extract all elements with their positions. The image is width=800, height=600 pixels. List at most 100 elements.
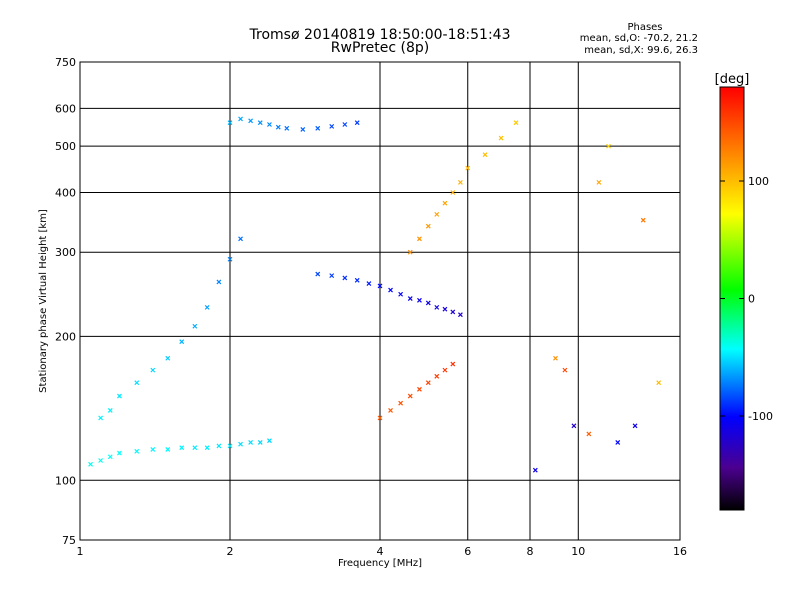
x-axis-label: Frequency [MHz] — [338, 558, 422, 569]
data-point — [150, 447, 156, 452]
colorbar-label: [deg] — [715, 72, 750, 87]
data-point — [632, 423, 638, 429]
data-point — [267, 438, 272, 444]
data-point — [315, 125, 321, 131]
gridlines — [80, 62, 680, 540]
data-point — [329, 273, 335, 279]
data-point — [342, 122, 348, 127]
data-point — [434, 373, 440, 379]
data-point — [216, 279, 222, 285]
data-point — [450, 361, 456, 367]
data-point — [98, 415, 104, 421]
data-point — [457, 179, 463, 185]
data-point — [329, 123, 335, 129]
y-tick-label: 100 — [55, 474, 76, 487]
data-point — [257, 440, 263, 445]
data-point — [179, 445, 185, 451]
data-point — [238, 116, 243, 122]
x-tick-label: 4 — [377, 545, 384, 558]
x-tick-label: 1 — [77, 545, 84, 558]
x-tick-label: 2 — [227, 545, 234, 558]
y-tick-label: 75 — [62, 534, 76, 547]
data-point — [407, 249, 413, 255]
data-point — [134, 448, 140, 454]
data-point — [417, 386, 422, 392]
x-tick-label: 10 — [571, 545, 585, 558]
data-point — [596, 179, 602, 185]
phases-heading: Phases — [627, 22, 663, 33]
data-point — [117, 393, 122, 399]
data-point — [216, 443, 222, 449]
data-point — [640, 217, 646, 223]
chart-title: Tromsø 20140819 18:50:00-18:51:43 — [249, 27, 511, 43]
y-tick-label: 200 — [55, 330, 76, 343]
colorbar-ticks: 100 0 -100 — [720, 175, 773, 423]
data-point — [388, 287, 393, 293]
data-point — [586, 431, 592, 437]
data-point — [532, 467, 538, 473]
data-point — [482, 152, 488, 158]
data-point — [300, 127, 306, 132]
data-point — [150, 367, 156, 373]
data-point — [192, 323, 198, 329]
data-point — [192, 445, 198, 451]
data-point — [656, 380, 662, 386]
x-tick-label: 16 — [673, 545, 687, 558]
phase-o-stats: mean, sd,O: -70.2, 21.2 — [579, 33, 698, 44]
data-point — [227, 120, 233, 126]
data-point — [342, 275, 348, 281]
data-point — [450, 190, 456, 195]
data-point — [238, 236, 243, 242]
data-point — [107, 408, 113, 413]
data-point — [450, 309, 456, 315]
data-point — [442, 306, 448, 312]
y-axis-label: Stationary phase Virtual Height [km] — [38, 209, 49, 393]
data-point — [615, 440, 621, 445]
data-point — [117, 450, 122, 456]
data-point — [354, 277, 360, 283]
data-point — [267, 122, 272, 127]
data-point — [257, 120, 263, 126]
data-point — [417, 297, 422, 303]
y-tick-label: 400 — [55, 186, 76, 199]
data-point — [425, 300, 431, 306]
colorbar-tick-label: -100 — [748, 410, 773, 423]
data-point — [442, 367, 448, 373]
data-point — [248, 440, 254, 445]
data-point — [134, 380, 140, 386]
data-point — [284, 125, 290, 131]
y-tick-label: 300 — [55, 246, 76, 259]
data-point — [165, 447, 171, 452]
colorbar-tick-label: 0 — [748, 293, 755, 306]
data-point — [227, 443, 233, 449]
colorbar-tick-label: 100 — [748, 175, 769, 188]
data-point — [553, 355, 558, 361]
data-point — [442, 200, 448, 206]
data-point — [434, 211, 440, 217]
data-point — [425, 223, 431, 229]
data-point — [571, 423, 577, 429]
data-point — [248, 118, 254, 124]
data-point — [398, 400, 404, 406]
data-point — [366, 281, 372, 286]
data-point — [238, 441, 243, 447]
data-point — [315, 271, 321, 277]
data-point — [354, 120, 360, 126]
data-point — [107, 454, 113, 460]
data-point — [407, 296, 413, 301]
data-point — [513, 120, 519, 126]
data-point — [407, 393, 413, 399]
y-tick-label: 500 — [55, 140, 76, 153]
data-point — [204, 445, 210, 451]
data-points — [88, 116, 662, 473]
phase-x-stats: mean, sd,X: 99.6, 26.3 — [584, 45, 698, 56]
data-point — [377, 283, 383, 289]
data-point — [606, 143, 611, 149]
data-point — [388, 408, 393, 413]
data-point — [425, 380, 431, 386]
x-tick-label: 6 — [464, 545, 471, 558]
data-point — [165, 355, 171, 361]
axis-ticks: 1 2 4 6 8 10 16 75 100 200 300 400 500 600 750 — [55, 56, 687, 558]
data-point — [398, 291, 404, 297]
